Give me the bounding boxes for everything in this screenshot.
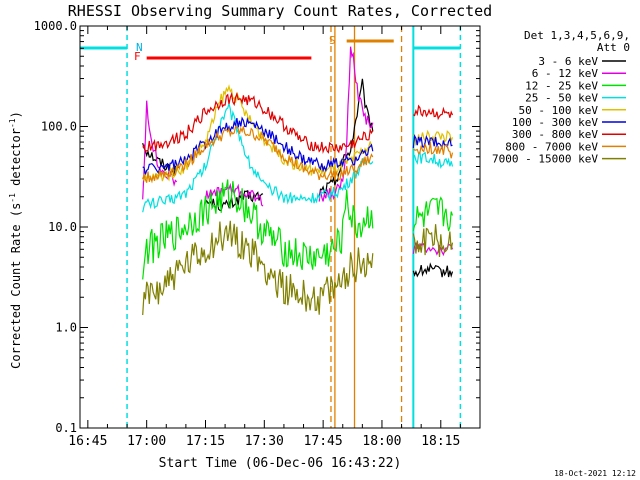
annotation-f: F <box>134 50 141 63</box>
y-axis-title-end: ) <box>9 111 23 118</box>
y-tick-label: 1000.0 <box>34 19 77 33</box>
y-axis-title-mid: detector <box>9 128 23 193</box>
series-line-6-12keV <box>412 242 454 257</box>
x-tick-label: 17:00 <box>127 434 166 449</box>
chart-title: RHESSI Observing Summary Count Rates, Co… <box>68 2 492 20</box>
svg-text:Corrected Count Rate (s-1 dete: Corrected Count Rate (s-1 detector-1) <box>8 111 23 369</box>
footer-date: 18-Oct-2021 12:12 <box>554 469 636 478</box>
x-tick-label: 17:15 <box>186 434 225 449</box>
legend-label: 100 - 300 keV <box>512 116 598 129</box>
legend-label: 3 - 6 keV <box>538 55 598 68</box>
y-axis-title-main: Corrected Count Rate (s <box>9 203 23 369</box>
legend-header-line1: Det 1,3,4,5,6,9, <box>524 29 630 42</box>
series-line-3-6keV <box>412 262 454 278</box>
legend-label: 800 - 7000 keV <box>505 140 598 153</box>
legend-label: 6 - 12 keV <box>532 67 599 80</box>
x-tick-label: 18:00 <box>362 434 401 449</box>
legend-label: 7000 - 15000 keV <box>492 153 598 166</box>
series-line-12-25keV <box>412 196 454 232</box>
series-line-50-100keV <box>142 84 374 184</box>
series-line-100-300keV <box>142 116 374 175</box>
series-line-300-800keV <box>142 91 374 154</box>
annotation-n: N <box>136 41 143 54</box>
legend-label: 300 - 800 keV <box>512 128 598 141</box>
series-line-25-50keV <box>412 149 454 169</box>
series-layer <box>142 46 454 316</box>
y-tick-label: 1.0 <box>55 321 77 335</box>
series-line-12-25keV <box>142 179 374 280</box>
legend-header-line2: Att 0 <box>597 41 630 54</box>
series-line-100-300keV <box>412 134 453 151</box>
series-line-7000-15000keV <box>142 220 374 316</box>
x-tick-label: 16:45 <box>68 434 107 449</box>
series-line-25-50keV <box>142 101 374 213</box>
annotation-layer: NF S <box>134 34 394 63</box>
x-tick-label: 17:45 <box>304 434 343 449</box>
axes-layer: 0.1 1.0 10.0 100.0 1000.0 16:45 17:00 17:15 17:3… <box>34 19 481 449</box>
x-tick-label: 18:15 <box>421 434 460 449</box>
legend-label: 25 - 50 keV <box>525 92 598 105</box>
x-axis-title: Start Time (06-Dec-06 16:43:22) <box>159 456 402 471</box>
series-line-7000-15000keV <box>412 224 454 258</box>
series-line-800-7000keV <box>412 141 454 159</box>
legend-label: 12 - 25 keV <box>525 79 598 92</box>
series-line-300-800keV <box>412 104 454 121</box>
legend-label: 50 - 100 keV <box>519 104 599 117</box>
x-tick-label: 17:30 <box>245 434 284 449</box>
night-saa-layer <box>80 26 462 428</box>
y-axis-title-sup1: -1 <box>8 193 17 203</box>
y-axis-title-sup2: -1 <box>8 118 17 128</box>
series-line-800-7000keV <box>142 125 374 184</box>
y-tick-label: 100.0 <box>41 120 77 134</box>
y-tick-label: 10.0 <box>48 220 77 234</box>
y-tick-label: 0.1 <box>55 421 77 435</box>
y-axis-title: Corrected Count Rate (s-1 detector-1) <box>8 111 23 369</box>
plot-frame <box>79 25 481 429</box>
annotation-s: S <box>329 34 336 47</box>
